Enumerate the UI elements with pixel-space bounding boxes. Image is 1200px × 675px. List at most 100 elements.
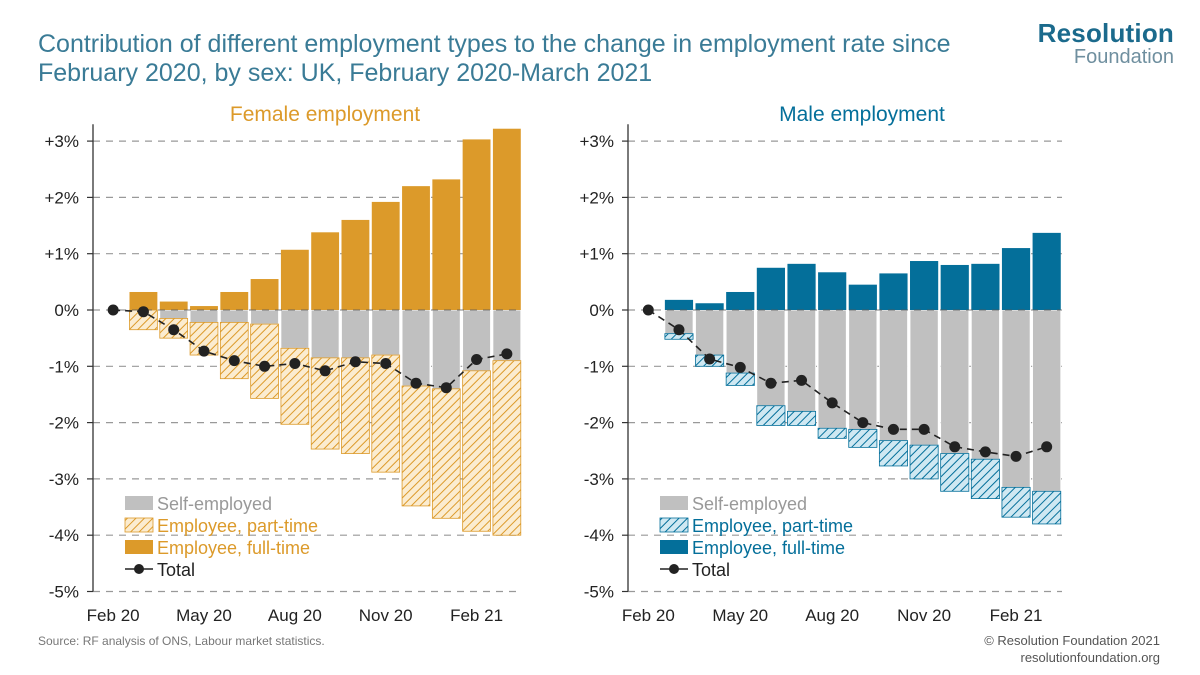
full-time-bar [432,179,461,310]
full-time-bar [695,303,724,310]
part-time-bar [970,458,1000,500]
x-tick-label: Feb 20 [622,606,675,625]
full-time-bar [190,306,218,310]
full-time-bar [848,284,877,310]
chart-title: Contribution of different employment typ… [38,30,951,87]
legend-label: Self-employed [692,494,807,514]
x-tick-label: Nov 20 [359,606,413,625]
legend-swatch-dot [669,564,679,574]
full-time-bar [940,264,969,310]
y-tick-label: +2% [580,188,615,207]
legend-swatch [125,540,153,554]
y-tick-label: -5% [49,583,79,602]
total-point [137,306,149,318]
logo-line-2: Foundation [1073,46,1174,68]
total-point [979,446,991,458]
legend-swatch [659,517,689,533]
copyright-note: © Resolution Foundation 2021 resolutionf… [984,632,1160,666]
copyright-line: © Resolution Foundation 2021 [984,633,1160,648]
self-employed-bar [787,309,817,412]
total-point [826,397,838,409]
y-tick-label: -2% [49,414,79,433]
part-time-bar [371,354,401,473]
part-time-bar [341,357,370,454]
self-employed-bar [371,309,401,356]
total-point [380,357,392,369]
total-point [1010,450,1022,462]
full-time-bar [664,299,694,310]
self-employed-bar [310,309,340,359]
full-time-bar [220,291,249,310]
total-point [673,324,685,336]
total-point [887,423,899,435]
y-tick-label: -4% [584,526,614,545]
self-employed-bar [250,309,279,325]
full-time-bar [1032,232,1061,310]
total-point [734,361,746,373]
full-time-bar [818,272,847,310]
y-tick-label: +1% [45,245,80,264]
male-employment-panel: Male employment +3% +2% +1% 0% -1% -2% -3% -4% -5… [580,103,1062,625]
part-time-bar [431,388,461,519]
part-time-bar [756,405,786,426]
total-point [228,355,240,367]
self-employed-bar [695,309,725,356]
full-time-bar [787,263,816,310]
resolution-foundation-logo: Resolution Foundation [1037,18,1174,68]
self-employed-bar [940,309,970,454]
y-tick-label: -3% [584,470,614,489]
total-point [319,365,331,377]
self-employed-bar [159,309,189,319]
y-tick-label: +3% [580,132,615,151]
full-time-bar [341,219,370,310]
self-employed-bar [970,309,1000,460]
total-point [501,348,513,360]
full-time-bar [159,301,188,310]
x-tick-label: Feb 20 [87,606,140,625]
self-employed-bar [219,309,249,323]
legend-label: Employee, part-time [157,516,318,536]
legend-label: Total [692,560,730,580]
self-employed-bar [817,309,847,429]
total-point [168,324,180,336]
y-tick-label: -1% [584,357,614,376]
part-time-bar [219,321,249,380]
total-point [259,360,271,372]
total-point [289,357,301,369]
y-tick-label: -2% [584,414,614,433]
full-time-bar [371,201,400,310]
y-tick-label: 0% [54,301,79,320]
part-time-bar [878,440,908,467]
total-point [349,356,361,368]
x-tick-label: Aug 20 [268,606,322,625]
total-point [765,377,777,389]
total-point [198,345,210,357]
self-employed-bar [878,309,908,442]
part-time-bar [940,453,970,492]
full-time-bar [971,263,1000,310]
part-time-bar [725,372,755,386]
part-time-bar [1032,490,1062,525]
part-time-bar [848,428,878,448]
legend-swatch [660,496,688,510]
source-note: Source: RF analysis of ONS, Labour marke… [38,634,325,648]
y-tick-label: +1% [580,245,615,264]
part-time-bar [492,360,522,536]
x-tick-label: Feb 21 [450,606,503,625]
self-employed-bar [1032,309,1062,492]
full-time-bar [726,291,755,310]
logo-line-1: Resolution [1037,18,1174,48]
y-tick-label: -4% [49,526,79,545]
legend-label: Total [157,560,195,580]
total-point [471,354,483,366]
total-point [440,382,452,394]
self-employed-bar [401,309,431,387]
self-employed-bar [341,309,370,359]
full-time-bar [250,279,279,310]
x-tick-label: Aug 20 [805,606,859,625]
panel-title: Female employment [230,103,420,126]
self-employed-bar [756,309,786,407]
female-employment-panel: Female employment +3% +2% +1% 0% -1% -2% -3% -4%… [45,103,522,625]
total-point [107,304,119,316]
full-time-bar [492,128,521,310]
